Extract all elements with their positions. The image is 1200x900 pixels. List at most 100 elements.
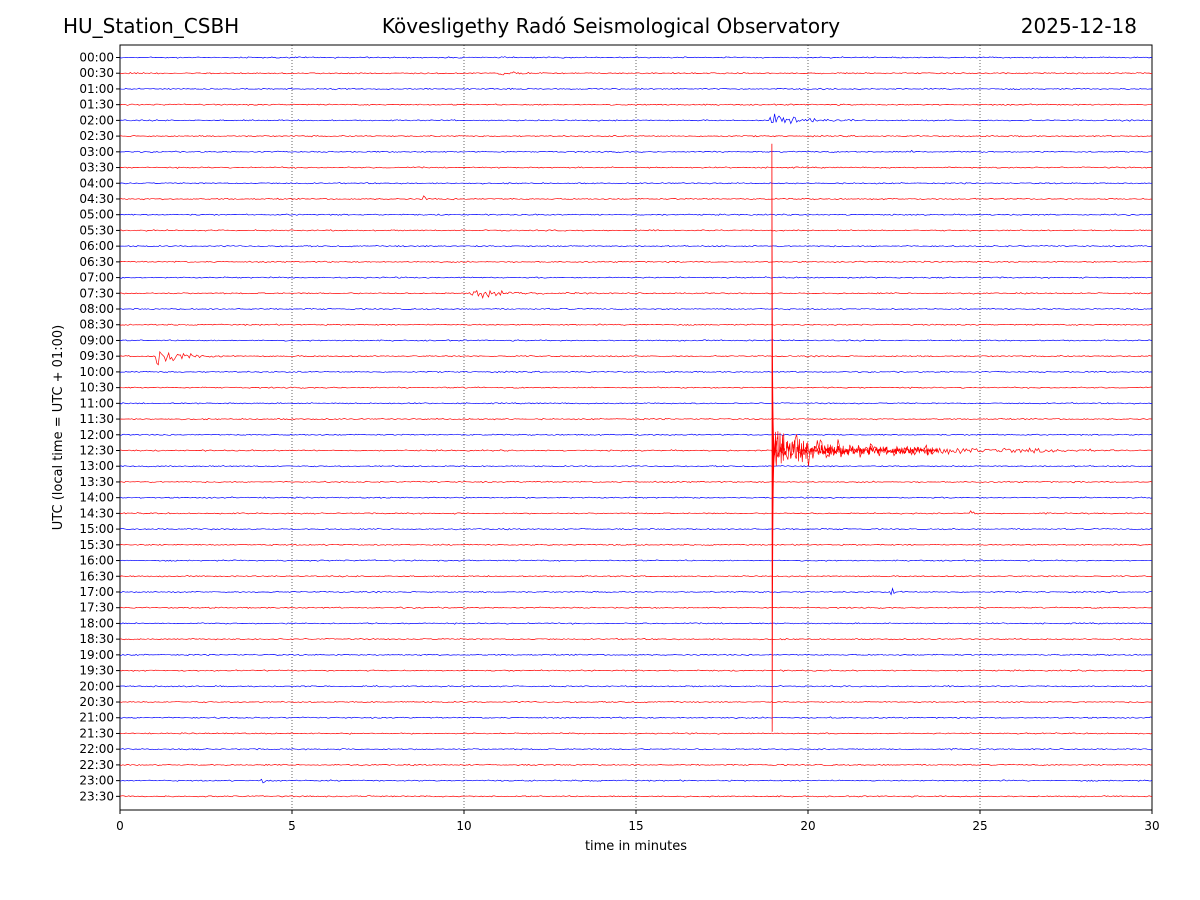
trace-1400 [119,496,1153,499]
main-event-coda [772,431,939,466]
trace-0000 [119,56,1153,59]
trace-1100 [119,402,1153,405]
y-tick-label: 22:00 [79,742,114,756]
trace-0430 [119,195,1153,201]
y-tick-label: 07:30 [79,286,114,300]
trace-0600 [119,244,1153,248]
y-tick-label: 21:00 [79,711,114,725]
trace-1900 [119,653,1153,657]
trace-0100 [119,87,1153,91]
x-tick-label: 30 [1144,819,1159,833]
trace-0130 [119,103,1153,106]
trace-2230 [119,763,1153,767]
x-tick-label: 20 [800,819,815,833]
y-tick-label: 03:00 [79,145,114,159]
y-tick-label: 06:00 [79,239,114,253]
y-tick-label: 14:30 [79,506,114,520]
y-tick-label: 00:30 [79,66,114,80]
y-tick-label: 17:30 [79,601,114,615]
y-tick-label: 19:00 [79,648,114,662]
y-tick-label: 10:00 [79,365,114,379]
y-tick-label: 13:00 [79,459,114,473]
trace-0800 [119,307,1153,311]
trace-0630 [119,260,1153,264]
y-tick-label: 13:30 [79,475,114,489]
y-tick-label: 06:30 [79,255,114,269]
y-tick-label: 05:00 [79,208,114,222]
trace-2000 [119,684,1153,688]
trace-1700 [119,587,1153,596]
x-tick-label: 25 [972,819,987,833]
y-tick-label: 05:30 [79,223,114,237]
y-tick-label: 12:00 [79,428,114,442]
y-axis-label: UTC (local time = UTC + 01:00) [51,325,66,530]
y-tick-label: 09:00 [79,333,114,347]
trace-1530 [119,543,1153,547]
trace-2030 [119,700,1153,704]
y-tick-label: 00:00 [79,51,114,65]
x-tick-label: 0 [116,819,124,833]
x-tick-label: 5 [288,819,296,833]
trace-2300 [119,778,1153,784]
y-tick-label: 10:30 [79,381,114,395]
y-tick-label: 15:00 [79,522,114,536]
trace-1630 [119,575,1153,578]
y-tick-label: 04:30 [79,192,114,206]
trace-0330 [119,166,1153,169]
y-tick-label: 03:30 [79,161,114,175]
trace-0200 [119,113,1153,125]
trace-2130 [119,732,1153,735]
y-tick-label: 07:00 [79,271,114,285]
trace-1730 [119,606,1153,609]
y-tick-label: 16:30 [79,569,114,583]
y-tick-label: 15:30 [79,538,114,552]
trace-1930 [119,669,1153,672]
trace-1430 [119,510,1153,515]
trace-1200 [119,433,1153,436]
chart-date: 2025-12-18 [1020,14,1137,38]
trace-1830 [119,637,1153,641]
trace-0530 [119,229,1153,232]
y-tick-label: 04:00 [79,176,114,190]
y-tick-label: 16:00 [79,554,114,568]
x-tick-label: 15 [628,819,643,833]
trace-1800 [119,622,1153,625]
trace-0730 [120,289,1152,300]
station-label: HU_Station_CSBH [63,14,240,38]
x-tick-label: 10 [456,819,471,833]
y-tick-label: 20:00 [79,679,114,693]
trace-2100 [119,716,1153,719]
trace-1330 [119,480,1153,484]
trace-0400 [119,182,1153,185]
x-axis-label: time in minutes [585,839,687,854]
y-tick-label: 08:30 [79,318,114,332]
trace-0930 [119,350,1153,366]
trace-0500 [119,213,1153,216]
y-tick-label: 02:00 [79,113,114,127]
chart-title: Kövesligethy Radó Seismological Observat… [381,14,841,38]
y-tick-label: 23:30 [79,789,114,803]
trace-2330 [119,794,1153,798]
trace-0700 [119,276,1153,279]
trace-1500 [119,527,1153,531]
trace-1000 [119,370,1153,374]
y-tick-label: 17:00 [79,585,114,599]
y-tick-label: 12:30 [79,444,114,458]
trace-1030 [119,386,1153,389]
trace-0300 [119,149,1153,154]
y-tick-label: 01:30 [79,98,114,112]
trace-1300 [119,465,1153,468]
y-tick-label: 23:00 [79,774,114,788]
trace-0230 [119,134,1153,138]
y-tick-label: 20:30 [79,695,114,709]
y-tick-label: 02:30 [79,129,114,143]
trace-0830 [119,323,1153,326]
y-tick-label: 19:30 [79,664,114,678]
y-tick-label: 22:30 [79,758,114,772]
y-tick-label: 18:00 [79,616,114,630]
y-tick-label: 01:00 [79,82,114,96]
y-tick-label: 14:00 [79,491,114,505]
trace-2200 [119,748,1153,751]
y-tick-label: 08:00 [79,302,114,316]
